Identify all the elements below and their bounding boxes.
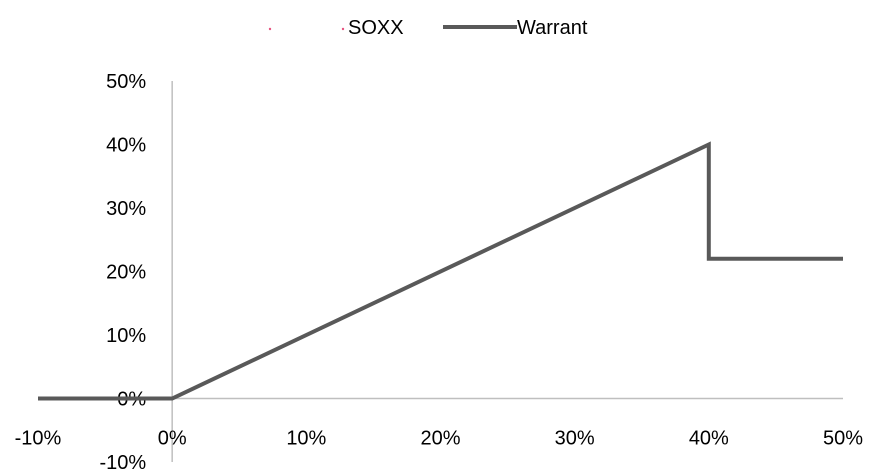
x-tick-label: 50% [823, 428, 863, 450]
legend-label-warrant: Warrant [517, 17, 588, 39]
x-axis-tick-labels: -10% 0% 10% 20% 30% 40% 50% [15, 428, 864, 450]
series-line-warrant [38, 141, 843, 401]
y-tick-label: 10% [106, 325, 146, 347]
legend-marker-soxx [268, 27, 272, 31]
x-tick-label: 10% [286, 428, 326, 450]
x-tick-label: 0% [158, 428, 187, 450]
x-tick-label: 40% [689, 428, 729, 450]
series-layer [38, 141, 843, 401]
y-tick-label: 20% [106, 262, 146, 284]
x-tick-label: 20% [420, 428, 460, 450]
legend: SOXX Warrant [268, 17, 588, 39]
y-tick-label: 50% [106, 71, 146, 93]
x-tick-label: 30% [555, 428, 595, 450]
y-axis-tick-labels: -10%0%10%20%30%40%50% [99, 71, 146, 470]
x-tick-label: -10% [15, 428, 62, 450]
y-tick-label: -10% [99, 452, 146, 470]
legend-marker-soxx [341, 27, 345, 31]
legend-label-soxx: SOXX [348, 17, 404, 39]
y-tick-label: 30% [106, 198, 146, 220]
y-tick-label: 40% [106, 135, 146, 157]
